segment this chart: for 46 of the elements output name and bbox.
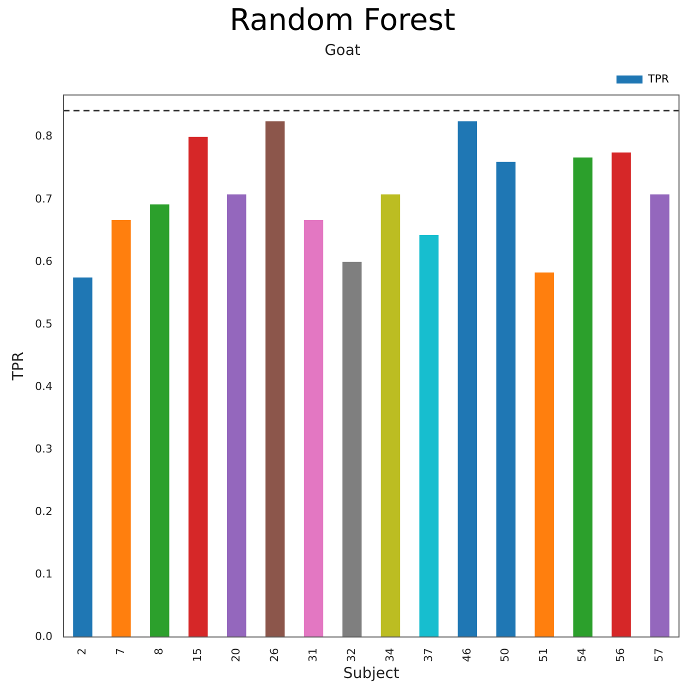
y-tick-label: 0.8 — [34, 130, 52, 143]
bar — [73, 278, 92, 638]
bar — [458, 121, 478, 638]
bar — [188, 136, 208, 638]
bar — [342, 262, 362, 638]
y-axis-title: TPR — [8, 352, 27, 382]
x-tick-label: 56 — [614, 648, 628, 662]
x-tick-label: 54 — [576, 648, 589, 662]
bar — [496, 162, 516, 638]
chart-title: Random Forest — [230, 2, 456, 38]
y-tick-label: 0.3 — [34, 442, 52, 456]
x-tick-label: 46 — [460, 648, 474, 662]
x-tick-label: 20 — [229, 648, 242, 662]
x-tick-label: 2 — [76, 648, 89, 656]
y-tick-label: 0.2 — [34, 504, 52, 518]
y-tick-label: 0.4 — [34, 380, 52, 393]
x-tick-label: 15 — [190, 648, 204, 662]
bar — [265, 121, 285, 638]
bar — [304, 220, 324, 638]
bar — [150, 204, 170, 638]
x-axis-title: Subject — [343, 664, 400, 682]
x-tick-label: 51 — [537, 648, 550, 662]
bar — [380, 194, 400, 638]
x-tick-label: 34 — [383, 648, 396, 662]
bar — [112, 220, 131, 638]
bar — [534, 272, 554, 638]
bar — [226, 194, 246, 638]
x-tick-label: 32 — [344, 648, 358, 662]
x-tick-label: 31 — [306, 648, 320, 662]
y-tick-label: 0.1 — [34, 567, 52, 580]
x-tick-label: 7 — [114, 648, 128, 656]
y-tick-label: 0.6 — [34, 254, 52, 268]
x-tick-label: 8 — [152, 648, 166, 656]
x-tick-label: 50 — [498, 648, 512, 662]
y-tick-label: 0.7 — [34, 192, 52, 206]
chart-subtitle: Goat — [324, 40, 361, 59]
legend-label: TPR — [647, 72, 670, 86]
x-tick-label: 57 — [652, 648, 666, 662]
y-tick-label: 0.5 — [34, 317, 52, 330]
bar — [573, 158, 592, 638]
x-tick-label: 37 — [422, 648, 435, 662]
bar — [419, 235, 439, 638]
bar — [612, 152, 631, 638]
x-tick-label: 26 — [268, 648, 281, 662]
y-tick-label: 0.0 — [34, 630, 52, 643]
bar — [650, 194, 670, 638]
